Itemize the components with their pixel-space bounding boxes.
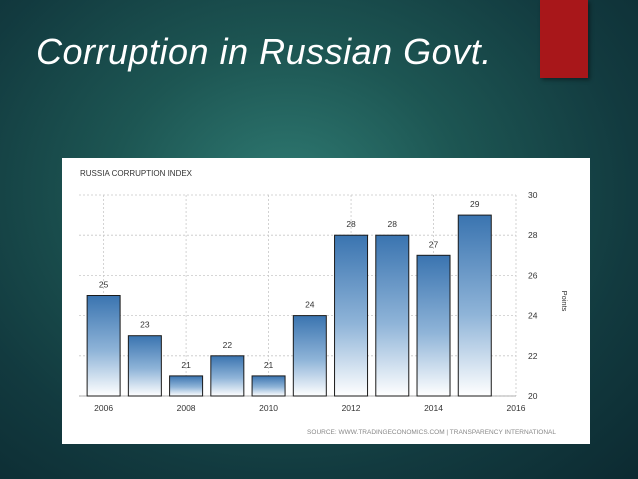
bar-2008	[169, 375, 204, 397]
y-tick-label: 24	[528, 311, 538, 321]
x-tick-label: 2008	[177, 403, 196, 413]
chart-panel: RUSSIA CORRUPTION INDEX 25 23 21 22 21 24 28 28…	[62, 158, 590, 444]
y-tick-label: 20	[528, 391, 538, 401]
y-tick-label: 28	[528, 230, 538, 240]
bar-layer: 25 23 21 22 21 24 28 28 27 29	[86, 199, 492, 397]
bar-2012	[334, 234, 369, 397]
bar-value-label: 28	[388, 219, 398, 229]
chart-title: RUSSIA CORRUPTION INDEX	[80, 169, 193, 178]
bar-value-label: 27	[429, 239, 439, 249]
y-tick-label: 30	[528, 190, 538, 200]
x-tick-label: 2010	[259, 403, 278, 413]
bar-value-label: 29	[470, 199, 480, 209]
bar-value-label: 21	[181, 360, 191, 370]
bar-2007	[127, 335, 162, 397]
corruption-index-chart: RUSSIA CORRUPTION INDEX 25 23 21 22 21 24 28 28…	[79, 169, 569, 436]
bar-value-label: 22	[223, 340, 233, 350]
bar-2009	[210, 355, 245, 397]
x-tick-layer: 2006 2008 2010 2012 2014 2016	[94, 403, 526, 413]
bar-2014	[416, 254, 451, 397]
x-tick-label: 2016	[507, 403, 526, 413]
y-tick-label: 26	[528, 270, 538, 280]
x-tick-label: 2014	[424, 403, 443, 413]
y-tick-label: 22	[528, 351, 538, 361]
x-tick-label: 2006	[94, 403, 113, 413]
bar-value-label: 25	[99, 280, 109, 290]
bar-value-label: 28	[346, 219, 356, 229]
y-tick-layer: 20 22 24 26 28 30	[528, 190, 538, 401]
bar-2015	[457, 214, 492, 397]
bar-value-label: 23	[140, 320, 150, 330]
slide-title: Corruption in Russian Govt.	[36, 31, 492, 72]
bar-value-label: 21	[264, 360, 274, 370]
source-note: SOURCE: WWW.TRADINGECONOMICS.COM | TRANS…	[307, 429, 556, 436]
x-tick-label: 2012	[342, 403, 361, 413]
y-axis-title: Points	[560, 291, 569, 312]
accent-bar	[540, 0, 588, 78]
bar-2010	[251, 375, 286, 397]
bar-2013	[375, 234, 410, 397]
bar-2006	[86, 295, 121, 397]
bar-2011	[292, 315, 327, 397]
bar-value-label: 24	[305, 300, 315, 310]
